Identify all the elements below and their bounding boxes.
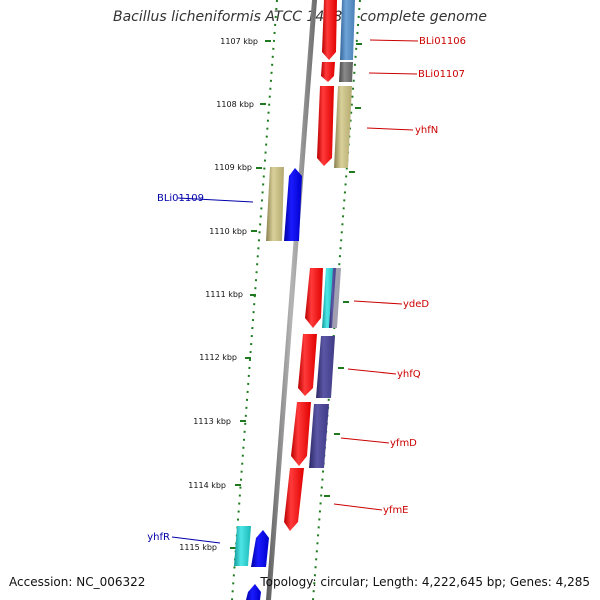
tick-label-1115: 1115 kbp (179, 543, 217, 552)
gene-steel-blli01106[interactable] (340, 0, 355, 60)
tick-label-1111: 1111 kbp (205, 290, 243, 299)
gene-gray-blli01107[interactable] (339, 62, 353, 82)
genome-title: Bacillus licheniformis ATCC 14580, compl… (113, 9, 487, 25)
gene-label-yhfr[interactable]: yhfR (147, 532, 170, 543)
gene-label-yded[interactable]: ydeD (403, 299, 429, 310)
gene-red-top-1[interactable] (322, 0, 337, 60)
gene-blue-yhfr[interactable] (251, 530, 269, 567)
gene-label-blli01109[interactable]: BLi01109 (157, 193, 204, 204)
ruler-ticks (230, 40, 362, 549)
gene-red-yhfq[interactable] (298, 334, 317, 396)
gene-red-yded[interactable] (305, 268, 323, 328)
tick-label-1113: 1113 kbp (193, 417, 231, 426)
gene-blue-blli01109[interactable] (284, 168, 302, 241)
gene-label-yhfq[interactable]: yhfQ (397, 369, 421, 380)
gene-labels: BLi01106 BLi01107 yhfN BLi01109 ydeD yhf… (147, 36, 466, 543)
accession-text: Accession: NC_006322 (9, 575, 146, 589)
gene-olive-yhfn[interactable] (334, 86, 352, 168)
tick-label-1109: 1109 kbp (214, 163, 252, 172)
forward-genes (284, 0, 355, 531)
gene-red-yfmd[interactable] (291, 402, 311, 466)
gene-olive-blli01109[interactable] (266, 167, 284, 241)
gene-slate-yfmd[interactable] (309, 404, 329, 468)
gene-slate-yhfq[interactable] (316, 336, 335, 398)
reverse-genes (234, 167, 302, 600)
gene-label-blli01107[interactable]: BLi01107 (418, 69, 465, 80)
gene-label-yfmd[interactable]: yfmD (390, 438, 417, 449)
tick-label-1110: 1110 kbp (209, 227, 247, 236)
label-leaders (171, 39, 419, 544)
gene-red-yfme[interactable] (284, 468, 304, 531)
genome-backbone (266, 0, 317, 600)
tick-label-1108: 1108 kbp (216, 100, 254, 109)
dotted-guide-left (231, 0, 278, 600)
ruler-labels: 1107 kbp 1108 kbp 1109 kbp 1110 kbp 1111… (179, 37, 258, 552)
gene-label-yhfn[interactable]: yhfN (415, 125, 438, 136)
gene-blue-bottom[interactable] (246, 584, 261, 600)
gene-gray-yded[interactable] (332, 268, 341, 328)
tick-label-1107: 1107 kbp (220, 37, 258, 46)
gene-label-yfme[interactable]: yfmE (383, 505, 409, 516)
tick-label-1112: 1112 kbp (199, 353, 237, 362)
gene-red-yhfn[interactable] (317, 86, 334, 166)
gene-red-blli01107[interactable] (321, 62, 335, 82)
tick-label-1114: 1114 kbp (188, 481, 226, 490)
gene-cyan-yhfr[interactable] (234, 526, 251, 566)
gene-label-blli01106[interactable]: BLi01106 (419, 36, 466, 47)
genome-summary-text: Topology: circular; Length: 4,222,645 bp… (260, 575, 590, 589)
